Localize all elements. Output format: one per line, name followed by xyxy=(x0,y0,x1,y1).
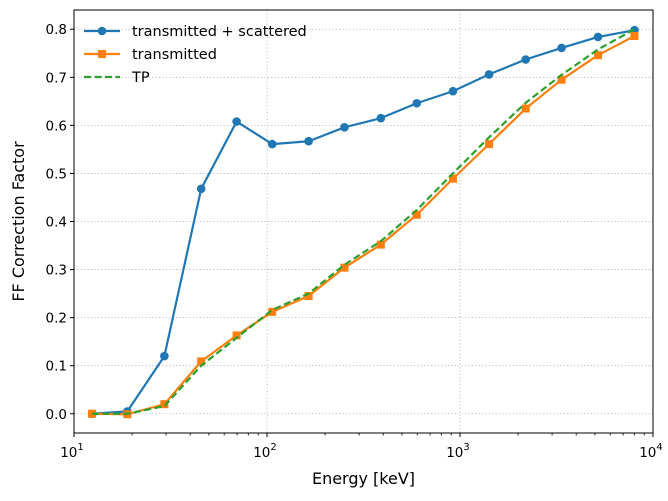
legend: transmitted + scattered transmitted TP xyxy=(84,24,307,86)
data-point xyxy=(593,32,603,42)
data-point xyxy=(232,117,241,126)
x-tick-exponent: 4 xyxy=(656,442,662,453)
x-tick-label: 103 xyxy=(446,442,470,461)
data-point xyxy=(412,98,422,108)
x-tick-exponent: 1 xyxy=(77,442,83,453)
data-point xyxy=(557,75,566,84)
y-tick-label: 0.4 xyxy=(46,215,67,231)
y-tick-label: 0.8 xyxy=(46,22,67,38)
x-tick-base: 10 xyxy=(446,445,463,461)
legend-label: transmitted + scattered xyxy=(132,24,307,40)
data-point xyxy=(160,351,169,361)
data-point xyxy=(448,174,457,183)
data-point xyxy=(340,122,349,132)
data-point xyxy=(268,307,277,316)
x-tick-label: 104 xyxy=(639,442,663,461)
series-line xyxy=(92,34,636,416)
data-point xyxy=(376,240,385,249)
y-axis-title: FF Correction Factor xyxy=(9,141,28,302)
y-tick-label: 0.2 xyxy=(46,311,67,327)
data-point xyxy=(630,31,639,40)
y-tick-label: 0.1 xyxy=(46,359,67,375)
data-point xyxy=(412,210,421,219)
x-axis-title: Energy [keV] xyxy=(312,469,415,488)
series-line xyxy=(91,29,635,415)
x-tick-base: 10 xyxy=(60,445,77,461)
data-point xyxy=(376,113,386,123)
y-tick-label: 0.3 xyxy=(46,263,67,279)
legend-entry: transmitted + scattered xyxy=(84,24,307,40)
x-tick-exponent: 2 xyxy=(270,442,276,453)
data-point xyxy=(304,136,313,146)
x-tick-exponent: 3 xyxy=(463,442,469,453)
legend-label: transmitted xyxy=(132,47,217,63)
legend-entry: TP xyxy=(84,70,150,86)
data-point xyxy=(448,86,458,96)
data-point xyxy=(521,104,530,113)
legend-marker xyxy=(97,26,107,36)
data-point xyxy=(521,55,531,64)
data-point xyxy=(484,70,494,79)
data-point xyxy=(340,263,349,272)
data-point xyxy=(557,43,566,53)
data-point xyxy=(160,400,169,409)
series-line xyxy=(92,28,636,415)
y-tick-label: 0.7 xyxy=(46,70,67,86)
legend-label: TP xyxy=(131,70,150,86)
series-2 xyxy=(92,28,636,415)
y-tick-label: 0.0 xyxy=(46,407,67,423)
data-point xyxy=(197,357,206,366)
data-point xyxy=(232,331,241,340)
data-point xyxy=(485,140,494,149)
y-tick-label: 0.6 xyxy=(46,118,67,134)
legend-entry: transmitted xyxy=(84,47,217,63)
legend-marker xyxy=(98,50,106,58)
data-point xyxy=(304,292,313,301)
series-layer xyxy=(87,25,639,419)
y-tick-label: 0.5 xyxy=(46,166,67,182)
data-point xyxy=(594,51,603,60)
x-tick-label: 101 xyxy=(60,442,84,461)
data-point xyxy=(196,184,206,194)
x-tick-base: 10 xyxy=(639,445,656,461)
x-tick-base: 10 xyxy=(253,445,270,461)
data-point xyxy=(267,139,277,149)
x-tick-label: 102 xyxy=(253,442,277,461)
